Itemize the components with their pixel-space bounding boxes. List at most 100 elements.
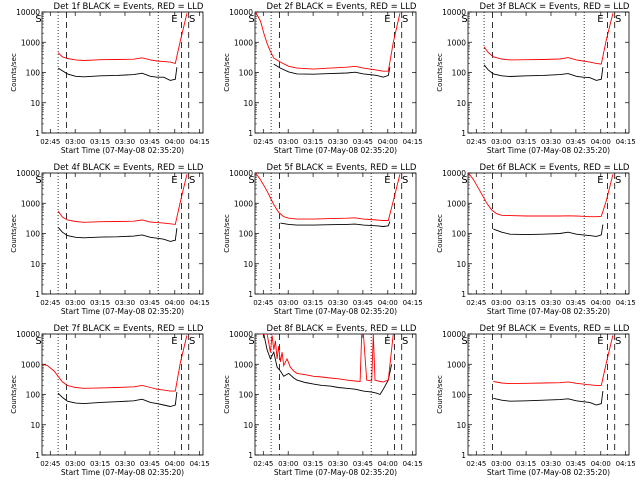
marker-letter: S <box>248 175 254 186</box>
x-tick-label: 04:15 <box>616 460 636 468</box>
x-tick-label: 04:15 <box>190 138 210 146</box>
x-tick-label: 03:30 <box>328 460 348 468</box>
lld-series-line <box>468 173 614 218</box>
x-tick-label: 04:00 <box>591 460 611 468</box>
x-tick-label: 02:45 <box>466 460 486 468</box>
marker-letter: S <box>402 336 408 347</box>
y-tick-label: 10000 <box>229 330 253 339</box>
series-group <box>255 173 401 227</box>
marker-letter: S <box>402 14 408 25</box>
y-tick-label: 100 <box>26 230 41 239</box>
series-group <box>493 335 614 406</box>
x-tick-label: 03:30 <box>115 299 135 307</box>
x-tick-label: 04:15 <box>403 299 423 307</box>
x-tick-label: 02:45 <box>466 138 486 146</box>
y-tick-label: 10 <box>456 421 466 430</box>
events-series-line <box>483 64 604 81</box>
marker-letter: E <box>384 175 390 186</box>
y-tick-label: 1000 <box>21 199 40 208</box>
marker-letter: S <box>35 336 41 347</box>
x-tick-label: 02:45 <box>253 299 273 307</box>
y-tick-label: 10 <box>456 260 466 269</box>
plot-frame <box>41 172 204 295</box>
y-tick-label: 1000 <box>447 360 466 369</box>
x-tick-label: 04:00 <box>591 299 611 307</box>
y-axis-label: Counts/sec <box>223 53 231 92</box>
y-tick-label: 10000 <box>16 169 40 178</box>
y-tick-label: 1000 <box>447 38 466 47</box>
y-axis-label: Counts/sec <box>10 375 18 414</box>
plot-frame <box>41 11 204 134</box>
lld-series-line <box>42 335 188 392</box>
detector-panel: Det 6f BLACK = Events, RED = LLD 1 10 100 10… <box>436 163 636 316</box>
marker-letter: S <box>461 14 467 25</box>
detector-panel: Det 4f BLACK = Events, RED = LLD 1 10 100 10… <box>10 163 210 316</box>
marker-letter: S <box>248 14 254 25</box>
y-tick-label: 1000 <box>234 199 253 208</box>
series-group <box>255 12 401 78</box>
detector-panel: Det 5f BLACK = Events, RED = LLD 1 10 100 10… <box>223 163 423 316</box>
marker-letter: E <box>384 14 390 25</box>
x-axis-label: Start Time (07-May-08 02:35:20) <box>487 468 610 477</box>
x-axis-label: Start Time (07-May-08 02:35:20) <box>61 307 184 316</box>
y-tick-label: 1 <box>35 451 40 460</box>
series-group <box>57 174 188 242</box>
marker-letter: E <box>171 336 177 347</box>
lld-series-line <box>255 173 401 221</box>
x-tick-label: 04:15 <box>403 460 423 468</box>
x-tick-label: 03:45 <box>140 460 160 468</box>
panel-title: Det 3f BLACK = Events, RED = LLD <box>480 2 630 12</box>
x-tick-label: 02:45 <box>40 138 60 146</box>
x-tick-label: 03:45 <box>140 138 160 146</box>
lld-series-line <box>493 335 614 386</box>
y-tick-label: 1 <box>461 129 466 138</box>
detector-panel: Det 8f BLACK = Events, RED = LLD 1 10 100 10… <box>223 324 423 477</box>
marker-letter: E <box>171 14 177 25</box>
y-tick-label: 10 <box>243 421 253 430</box>
x-tick-label: 03:45 <box>353 460 373 468</box>
detector-panel: Det 3f BLACK = Events, RED = LLD 1 10 100 10… <box>436 2 636 155</box>
y-tick-label: 100 <box>239 69 254 78</box>
y-tick-label: 1000 <box>234 38 253 47</box>
series-group <box>483 13 614 81</box>
panel-title: Det 4f BLACK = Events, RED = LLD <box>54 163 204 173</box>
marker-letter: E <box>171 175 177 186</box>
y-axis-label: Counts/sec <box>10 214 18 253</box>
y-tick-label: 1 <box>35 290 40 299</box>
x-tick-label: 03:30 <box>115 138 135 146</box>
events-series-line <box>493 391 604 406</box>
y-tick-label: 100 <box>26 69 41 78</box>
x-tick-label: 03:00 <box>65 460 85 468</box>
x-tick-label: 03:15 <box>303 299 323 307</box>
x-tick-label: 03:00 <box>65 299 85 307</box>
x-tick-label: 03:00 <box>278 138 298 146</box>
marker-letter: E <box>384 336 390 347</box>
lld-series-line <box>260 334 394 383</box>
y-tick-label: 1 <box>35 129 40 138</box>
y-axis-label: Counts/sec <box>436 214 444 253</box>
x-tick-label: 04:00 <box>378 138 398 146</box>
events-series-line <box>280 221 391 227</box>
marker-letter: E <box>597 336 603 347</box>
x-tick-label: 03:30 <box>541 460 561 468</box>
lld-series-line <box>57 174 188 225</box>
marker-letter: S <box>189 14 195 25</box>
x-tick-label: 04:00 <box>165 460 185 468</box>
y-tick-label: 10000 <box>229 8 253 17</box>
y-tick-label: 10 <box>243 99 253 108</box>
events-series-line <box>273 63 391 78</box>
series-group <box>468 173 614 237</box>
y-tick-label: 10000 <box>442 330 466 339</box>
x-tick-label: 03:15 <box>303 460 323 468</box>
plot-frame <box>467 172 630 295</box>
panel-title: Det 7f BLACK = Events, RED = LLD <box>54 324 204 334</box>
marker-letter: S <box>248 336 254 347</box>
y-tick-label: 100 <box>452 391 467 400</box>
x-axis-label: Start Time (07-May-08 02:35:20) <box>274 146 397 155</box>
x-tick-label: 04:00 <box>378 299 398 307</box>
y-tick-label: 1000 <box>21 38 40 47</box>
y-tick-label: 10000 <box>16 330 40 339</box>
y-tick-label: 100 <box>26 391 41 400</box>
y-axis-label: Counts/sec <box>436 375 444 414</box>
x-tick-label: 03:45 <box>353 138 373 146</box>
